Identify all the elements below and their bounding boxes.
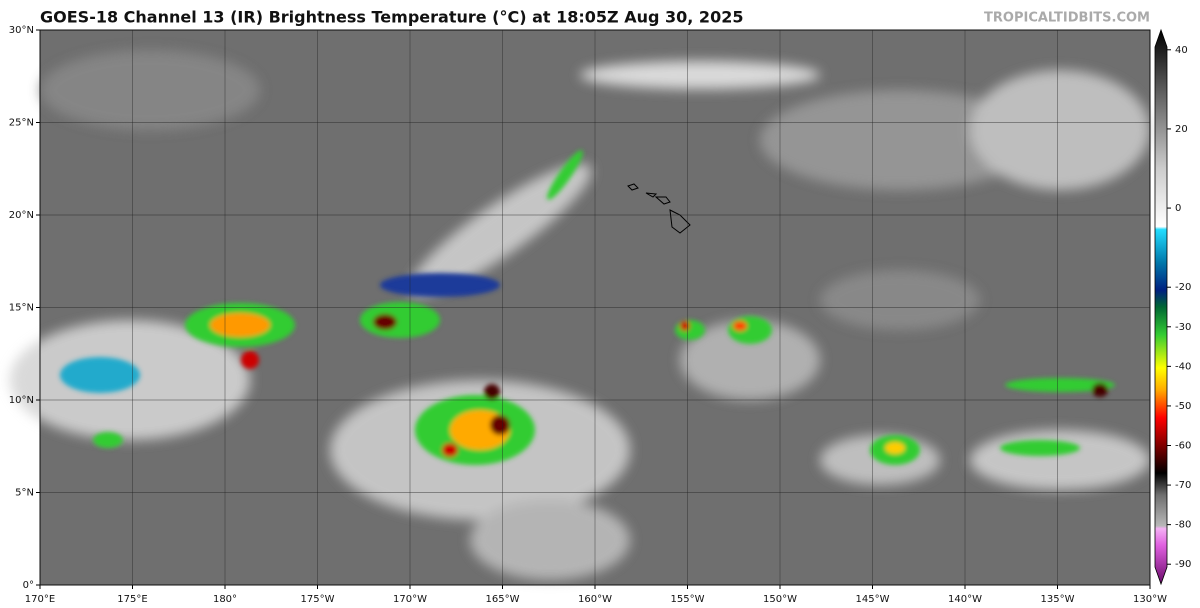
- lat-label: 0°: [23, 580, 34, 591]
- lat-label: 10°N: [9, 395, 34, 406]
- lon-label: 175°W: [301, 594, 335, 605]
- lon-label: 170°W: [393, 594, 427, 605]
- colorbar-label: 20: [1175, 124, 1188, 135]
- colorbar-label: -50: [1175, 401, 1191, 412]
- lon-label: 135°W: [1041, 594, 1075, 605]
- lon-label: 145°W: [856, 594, 890, 605]
- lat-label: 15°N: [9, 303, 34, 314]
- colorbar-label: -20: [1175, 282, 1191, 293]
- colorbar: [1154, 28, 1168, 586]
- title: GOES-18 Channel 13 (IR) Brightness Tempe…: [40, 8, 743, 27]
- lon-label: 150°W: [763, 594, 797, 605]
- lon-label: 140°W: [948, 594, 982, 605]
- colorbar-label: -60: [1175, 441, 1191, 452]
- lon-label: 160°W: [578, 594, 612, 605]
- lon-label: 155°W: [671, 594, 705, 605]
- lon-label: 180°: [213, 594, 237, 605]
- lon-label: 130°W: [1133, 594, 1167, 605]
- lat-label: 30°N: [9, 25, 34, 36]
- lon-label: 170°E: [25, 594, 55, 605]
- lat-label: 5°N: [15, 488, 34, 499]
- hawaii: [627, 183, 691, 234]
- colorbar-label: -80: [1175, 520, 1191, 531]
- lat-label: 25°N: [9, 118, 34, 129]
- lon-label: 165°W: [486, 594, 520, 605]
- colorbar-label: -90: [1175, 559, 1191, 570]
- colorbar-label: -30: [1175, 322, 1191, 333]
- colorbar-label: 0: [1175, 203, 1181, 214]
- colorbar-label: -70: [1175, 480, 1191, 491]
- colorbar-label: -40: [1175, 361, 1191, 372]
- lat-label: 20°N: [9, 210, 34, 221]
- colorbar-label: 40: [1175, 45, 1188, 56]
- credit: TROPICALTIDBITS.COM: [984, 11, 1150, 26]
- lon-label: 175°E: [117, 594, 147, 605]
